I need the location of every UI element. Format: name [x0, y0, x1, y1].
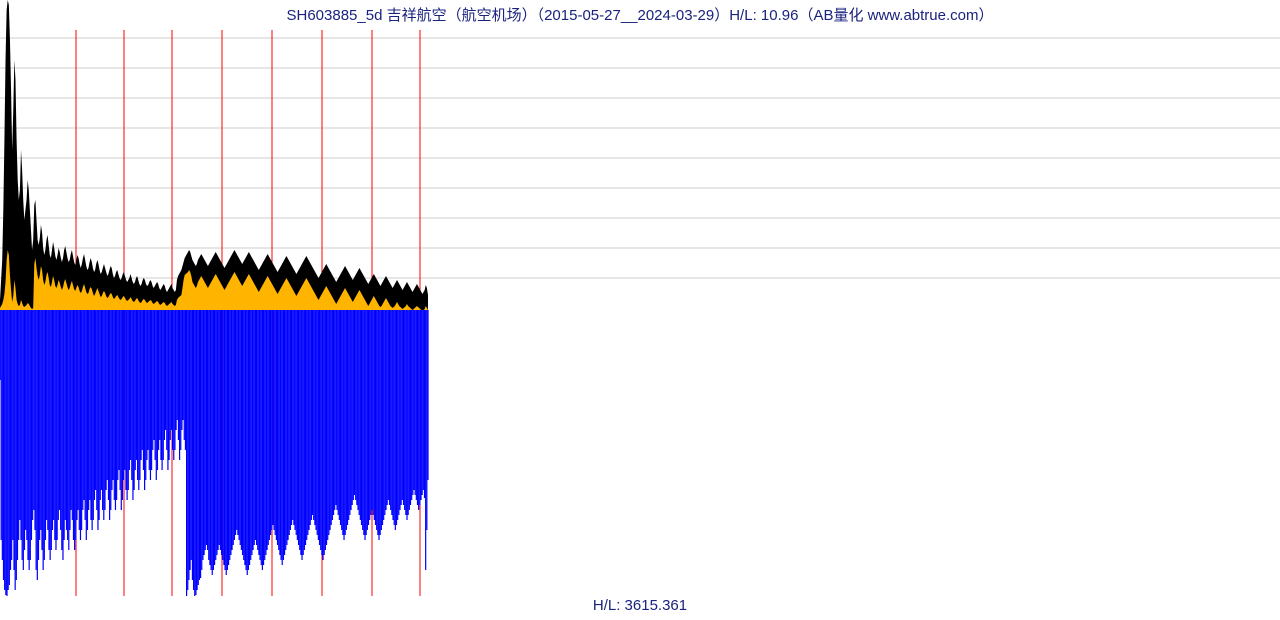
bottom-ratio-label: H/L: 3615.361	[0, 597, 1280, 614]
stock-chart	[0, 0, 1280, 620]
